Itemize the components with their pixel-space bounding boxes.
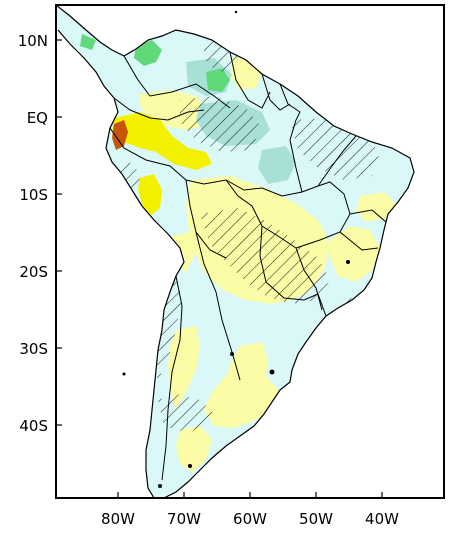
small-features (122, 10, 350, 488)
lon-labels: 80W 70W 60W 50W 40W (101, 510, 399, 528)
strong-negative-regions (80, 34, 230, 92)
lon-label-50w: 50W (299, 510, 333, 528)
lat-labels: 10N EQ 10S 20S 30S 40S (18, 32, 48, 435)
lat-label-eq: EQ (27, 109, 48, 127)
lon-label-80w: 80W (101, 510, 135, 528)
lat-label-40s: 40S (19, 417, 48, 435)
peak-anomaly-region (112, 120, 128, 150)
significance-hatching (116, 38, 380, 432)
lon-label-40w: 40W (365, 510, 399, 528)
lon-label-70w: 70W (167, 510, 201, 528)
lat-label-20s: 20S (19, 263, 48, 281)
lat-label-10n: 10N (18, 32, 48, 50)
country-borders (109, 51, 387, 481)
lon-label-60w: 60W (233, 510, 267, 528)
lat-label-10s: 10S (19, 186, 48, 204)
coastline (56, 5, 415, 498)
lat-label-30s: 30S (19, 340, 48, 358)
lon-ticks (117, 492, 383, 498)
strong-positive-regions (112, 112, 212, 216)
lat-ticks (56, 39, 62, 426)
